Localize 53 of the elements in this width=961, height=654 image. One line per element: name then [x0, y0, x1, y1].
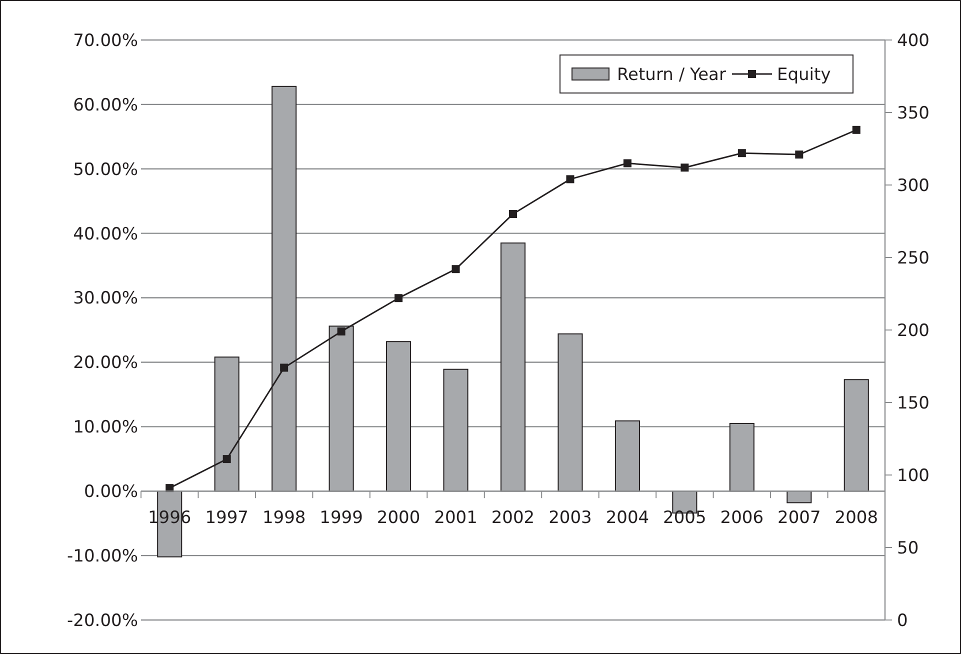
legend-label: Return / Year: [617, 64, 726, 85]
y2-tick-label: 150: [897, 393, 930, 414]
y-tick-label: 40.00%: [73, 224, 138, 244]
point: [566, 175, 574, 184]
bar: [558, 333, 583, 492]
point: [623, 159, 632, 168]
y-tick-label: 60.00%: [73, 95, 138, 116]
x-tick-label: 1997: [205, 508, 248, 528]
point: [852, 126, 860, 134]
y-tick-label: 10.00%: [73, 418, 138, 438]
bar: [729, 422, 754, 492]
y2-tick-label: 250: [897, 248, 930, 268]
bar: [786, 490, 812, 504]
point: [509, 210, 517, 218]
point: [337, 327, 346, 336]
bar: [500, 242, 526, 492]
y2-tick-label: 100: [897, 466, 930, 486]
x-tick-label: 2006: [720, 508, 764, 528]
y-tick-label: 30.00%: [73, 288, 138, 309]
y-tick-label: -10.00%: [67, 546, 138, 567]
y-tick-label: 70.00%: [73, 30, 138, 51]
x-tick-label: 2007: [778, 508, 821, 528]
y-tick-label: -20.00%: [67, 610, 138, 631]
y2-tick-label: 400: [897, 30, 930, 51]
legend-label: Equity: [777, 64, 831, 85]
x-tick-label: 2008: [834, 508, 878, 528]
x-tick-label: 2000: [376, 508, 420, 528]
bar: [386, 341, 412, 492]
x-tick-label: 2005: [663, 508, 706, 528]
point: [452, 265, 460, 274]
x-tick-label: 2001: [434, 508, 478, 528]
point: [222, 455, 231, 464]
x-tick-label: 2004: [606, 508, 650, 528]
bar: [443, 368, 468, 492]
y2-tick-label: 200: [897, 320, 930, 341]
y2-tick-label: 350: [897, 103, 930, 124]
point: [680, 164, 689, 172]
x-tick-label: 1999: [320, 508, 363, 528]
point: [795, 150, 804, 159]
y2-tick-label: 300: [897, 176, 930, 196]
point: [394, 294, 403, 302]
x-tick-label: 2002: [491, 508, 535, 528]
bar: [844, 379, 869, 492]
bar: [614, 420, 640, 492]
y-tick-label: 0.00%: [84, 482, 138, 502]
y2-tick-label: 50: [897, 538, 919, 558]
x-tick-label: 1998: [262, 508, 306, 528]
point: [738, 149, 746, 158]
y2-tick-label: 0: [897, 610, 908, 631]
y-tick-label: 50.00%: [73, 160, 138, 180]
y-tick-label: 20.00%: [73, 353, 138, 374]
x-tick-label: 2003: [548, 508, 592, 528]
point: [280, 364, 288, 372]
